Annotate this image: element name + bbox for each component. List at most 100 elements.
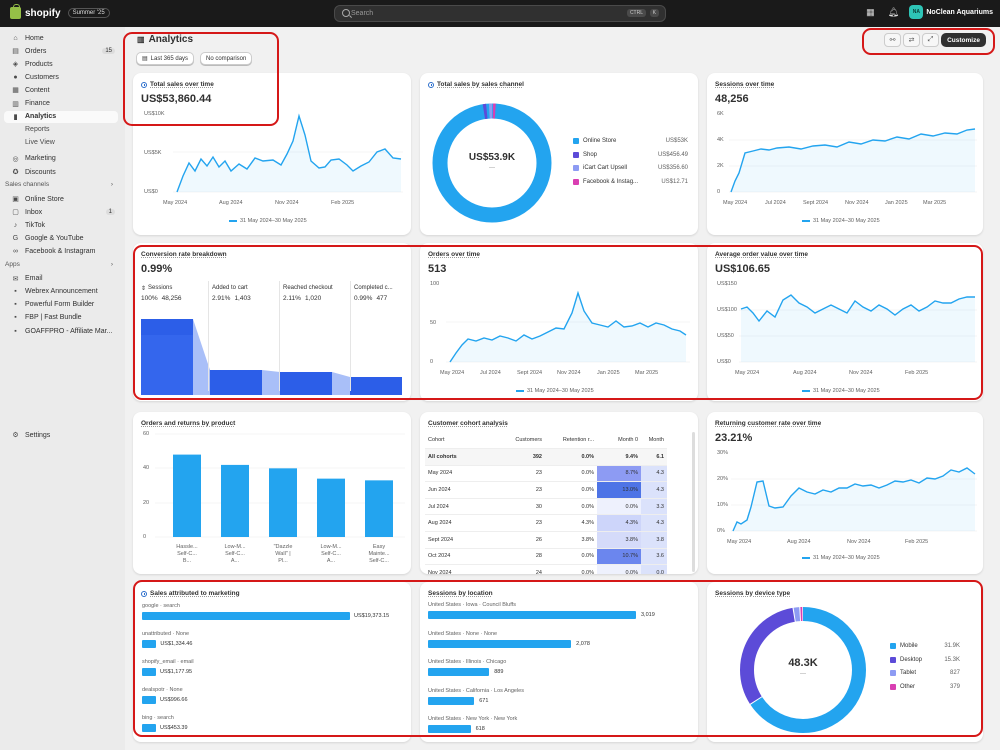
scrollbar[interactable] (692, 432, 695, 572)
filter-icon[interactable]: ⚯ (884, 33, 901, 47)
card-aov[interactable]: Average order value over time US$106.65 … (707, 243, 983, 401)
bar[interactable] (428, 639, 572, 648)
bar[interactable] (142, 612, 350, 620)
card-sessions[interactable]: Sessions over time 48,256 6K 4K 2K 0 May… (707, 73, 983, 235)
card-title-text: Orders over time (428, 251, 481, 258)
card-device[interactable]: Sessions by device type 48.3K — Mobile 31… (707, 582, 983, 742)
customize-button[interactable]: Customize (941, 33, 986, 47)
x-tick: Wall" | (275, 551, 291, 557)
card-total-sales[interactable]: Total sales over time US$53,860.44 US$10… (133, 73, 411, 235)
bar[interactable] (142, 668, 156, 676)
column-header[interactable]: Retention r... (545, 432, 597, 450)
legend-item[interactable]: Desktop 15.3K (890, 656, 960, 663)
column-header[interactable]: Month 0 (597, 432, 641, 450)
bar[interactable] (428, 611, 636, 619)
table-row[interactable]: Sept 2024 26 3.8% 3.8% 3.8 (425, 531, 667, 549)
sidebar-item-google-youtube[interactable]: G Google & YouTube (4, 232, 118, 244)
card-returning[interactable]: Returning customer rate over time 23.21%… (707, 412, 983, 574)
x-tick: Feb 2025 (331, 200, 355, 206)
column-header[interactable]: Customers (495, 432, 545, 450)
sidebar-item-finance[interactable]: ▥ Finance (4, 98, 118, 110)
edition-badge[interactable]: Summer '25 (67, 8, 110, 18)
legend-item[interactable]: Tablet 827 (890, 670, 960, 676)
sidebar-item-facebook-instagram[interactable]: ∞ Facebook & Instagram (4, 246, 118, 258)
table-row[interactable]: Jul 2024 30 0.0% 0.0% 3.3 (425, 498, 667, 516)
donut-slice[interactable] (740, 607, 866, 733)
bar[interactable] (317, 478, 345, 537)
card-orders[interactable]: Orders over time 513 100 50 0 May 2024 J… (420, 243, 698, 401)
store-switcher[interactable]: NA NoClean Aquariums (909, 5, 993, 19)
sidebar-item-live-view[interactable]: Live View (4, 137, 118, 149)
card-location[interactable]: Sessions by location United States · Iow… (420, 582, 698, 742)
bar[interactable] (142, 696, 156, 704)
sidebar-item-analytics[interactable]: ▮ Analytics (4, 110, 118, 123)
sidebar-item-home[interactable]: ⌂ Home (4, 32, 118, 44)
bar[interactable] (428, 696, 475, 705)
column-header[interactable]: Cohort (425, 432, 495, 450)
sidebar-item-powerful-form-builder[interactable]: ▪ Powerful Form Builder (4, 299, 118, 311)
table-row[interactable]: May 2024 23 0.0% 8.7% 4.3 (425, 465, 667, 483)
sidebar-item-content[interactable]: ▦ Content (4, 84, 118, 96)
legend-item[interactable]: Shop US$456.49 (573, 151, 688, 158)
sidebar-item-customers[interactable]: ● Customers (4, 71, 118, 83)
refresh-icon[interactable]: ⇄ (903, 33, 920, 47)
shopify-logo[interactable]: shopify Summer '25 (10, 4, 110, 19)
legend-item[interactable]: Mobile 31.9K (890, 643, 960, 649)
comparison-button[interactable]: No comparison (200, 52, 253, 65)
sidebar-item-marketing[interactable]: ◎ Marketing (4, 153, 118, 165)
donut-slice[interactable] (740, 607, 866, 733)
bar[interactable] (269, 468, 297, 537)
sidebar-item-inbox[interactable]: ▢ Inbox 1 (4, 206, 118, 218)
table-row[interactable]: Jun 2024 23 0.0% 13.0% 4.3 (425, 481, 667, 499)
card-orders-returns[interactable]: Orders and returns by product 60 40 20 0… (133, 412, 411, 574)
bar[interactable] (221, 464, 249, 537)
sidebar-item-webrex-announcement[interactable]: ▪ Webrex Announcement (4, 286, 118, 298)
legend-label: Desktop (900, 656, 923, 663)
x-tick: Self-C... (321, 551, 341, 557)
card-conversion[interactable]: Conversion rate breakdown 0.99% ⇕ Session… (133, 243, 411, 401)
store-icon[interactable]: ▦ (866, 6, 875, 17)
sidebar-item-online-store[interactable]: ▣ Online Store (4, 193, 118, 205)
discount-icon: ✪ (12, 169, 19, 176)
legend-label: Tablet (900, 670, 917, 676)
card-marketing[interactable]: Sales attributed to marketing google · s… (133, 582, 411, 742)
sidebar-item-products[interactable]: ◈ Products (4, 58, 118, 70)
bar[interactable] (142, 724, 156, 732)
apps-header[interactable]: Apps › (5, 261, 119, 268)
legend-item[interactable]: iCart Cart Upsell US$356.60 (573, 165, 688, 171)
bar[interactable] (173, 454, 201, 537)
bar[interactable] (142, 640, 157, 648)
search-input[interactable]: Search CTRL K (334, 5, 666, 22)
bar[interactable] (365, 480, 393, 537)
bar[interactable] (428, 668, 490, 676)
legend-item[interactable]: Online Store US$53K (573, 138, 688, 144)
step-divider (208, 281, 209, 391)
card-cohort[interactable]: Customer cohort analysis Cohort Customers… (420, 412, 698, 574)
sidebar-item-settings[interactable]: ⚙ Settings (4, 429, 118, 441)
legend-item[interactable]: Other 379 (890, 683, 960, 690)
fullscreen-icon[interactable]: ⤢ (922, 33, 939, 47)
y-tick: US$10K (144, 111, 165, 117)
table-row[interactable]: Oct 2024 28 0.0% 10.7% 3.6 (425, 548, 667, 566)
bar[interactable] (428, 725, 471, 733)
table-row[interactable]: All cohorts 392 0.0% 9.4% 6.1 (425, 448, 667, 466)
column-header[interactable]: Month (641, 432, 667, 450)
sidebar-item-tiktok[interactable]: ♪ TikTok (4, 219, 118, 231)
table-row[interactable]: Aug 2024 23 4.3% 4.3% 4.3 (425, 514, 667, 533)
date-range-button[interactable]: ▤ Last 365 days (136, 52, 195, 65)
sidebar-item-fbp-fast-bundle[interactable]: ▪ FBP | Fast Bundle (4, 312, 118, 324)
legend-item[interactable]: Facebook & Instag... US$12.71 (573, 178, 688, 185)
sidebar-item-label: Discounts (25, 168, 56, 176)
sales-channels-header[interactable]: Sales channels › (5, 181, 119, 188)
sidebar-item-reports[interactable]: Reports (4, 124, 118, 136)
sidebar-item-email[interactable]: ✉ Email (4, 273, 118, 285)
sidebar-item-goaffpro-affiliate-mar[interactable]: ▪ GOAFFPRO - Affiliate Mar... (4, 325, 118, 337)
card-title: Sessions by location (428, 590, 493, 597)
sidebar-item-discounts[interactable]: ✪ Discounts (4, 166, 118, 178)
table-row[interactable]: Nov 2024 24 0.0% 0.0% 0.0 (425, 564, 667, 574)
bank-icon: ▥ (12, 100, 19, 108)
tiktok-icon: ♪ (13, 221, 18, 229)
bell-icon[interactable]: 🔔︎ (887, 6, 900, 17)
sidebar-item-orders[interactable]: ▤ Orders 15 (4, 45, 118, 57)
card-sales-by-channel[interactable]: Total sales by sales channel US$53.9K — … (420, 73, 698, 235)
